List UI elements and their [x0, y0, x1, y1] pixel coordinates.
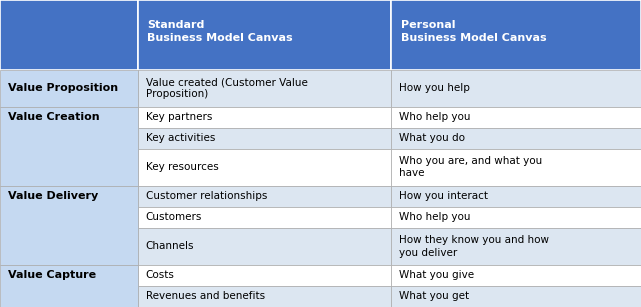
Bar [391, 149, 641, 186]
Text: How they know you and how
you deliver: How they know you and how you deliver [399, 235, 549, 258]
Bar [138, 186, 391, 207]
Bar [138, 207, 391, 228]
Text: Channels: Channels [146, 241, 194, 251]
Bar [138, 265, 391, 286]
Bar [138, 107, 391, 128]
Text: Costs: Costs [146, 270, 174, 280]
Bar [0, 0, 138, 70]
Bar [0, 186, 138, 265]
Text: What you do: What you do [399, 133, 465, 143]
Bar [391, 128, 641, 149]
Text: How you interact: How you interact [399, 191, 488, 201]
Text: What you give: What you give [399, 270, 474, 280]
Bar [391, 207, 641, 228]
Text: Standard
Business Model Canvas: Standard Business Model Canvas [147, 20, 293, 43]
Bar [138, 149, 391, 186]
Bar [0, 107, 138, 186]
Bar [391, 0, 641, 70]
Bar [138, 0, 391, 70]
Text: Value created (Customer Value
Proposition): Value created (Customer Value Propositio… [146, 77, 308, 99]
Text: Key partners: Key partners [146, 112, 212, 122]
Bar [391, 186, 641, 207]
Text: Personal
Business Model Canvas: Personal Business Model Canvas [401, 20, 546, 43]
Text: Revenues and benefits: Revenues and benefits [146, 291, 265, 301]
Text: Key activities: Key activities [146, 133, 215, 143]
Text: Who you are, and what you
have: Who you are, and what you have [399, 156, 542, 178]
Text: Value Proposition: Value Proposition [8, 83, 118, 93]
Bar [391, 265, 641, 286]
Text: Customers: Customers [146, 212, 202, 222]
Text: Customer relationships: Customer relationships [146, 191, 267, 201]
Bar [138, 286, 391, 307]
Bar [391, 70, 641, 107]
Bar [391, 228, 641, 265]
Text: Who help you: Who help you [399, 212, 470, 222]
Bar [0, 265, 138, 307]
Text: Key resources: Key resources [146, 162, 218, 172]
Text: Value Delivery: Value Delivery [8, 191, 98, 201]
Bar [138, 70, 391, 107]
Bar [138, 128, 391, 149]
Bar [138, 228, 391, 265]
Text: Value Creation: Value Creation [8, 112, 99, 122]
Text: Who help you: Who help you [399, 112, 470, 122]
Text: How you help: How you help [399, 83, 470, 93]
Bar [0, 70, 138, 107]
Text: What you get: What you get [399, 291, 469, 301]
Bar [391, 286, 641, 307]
Bar [391, 107, 641, 128]
Text: Value Capture: Value Capture [8, 270, 96, 280]
